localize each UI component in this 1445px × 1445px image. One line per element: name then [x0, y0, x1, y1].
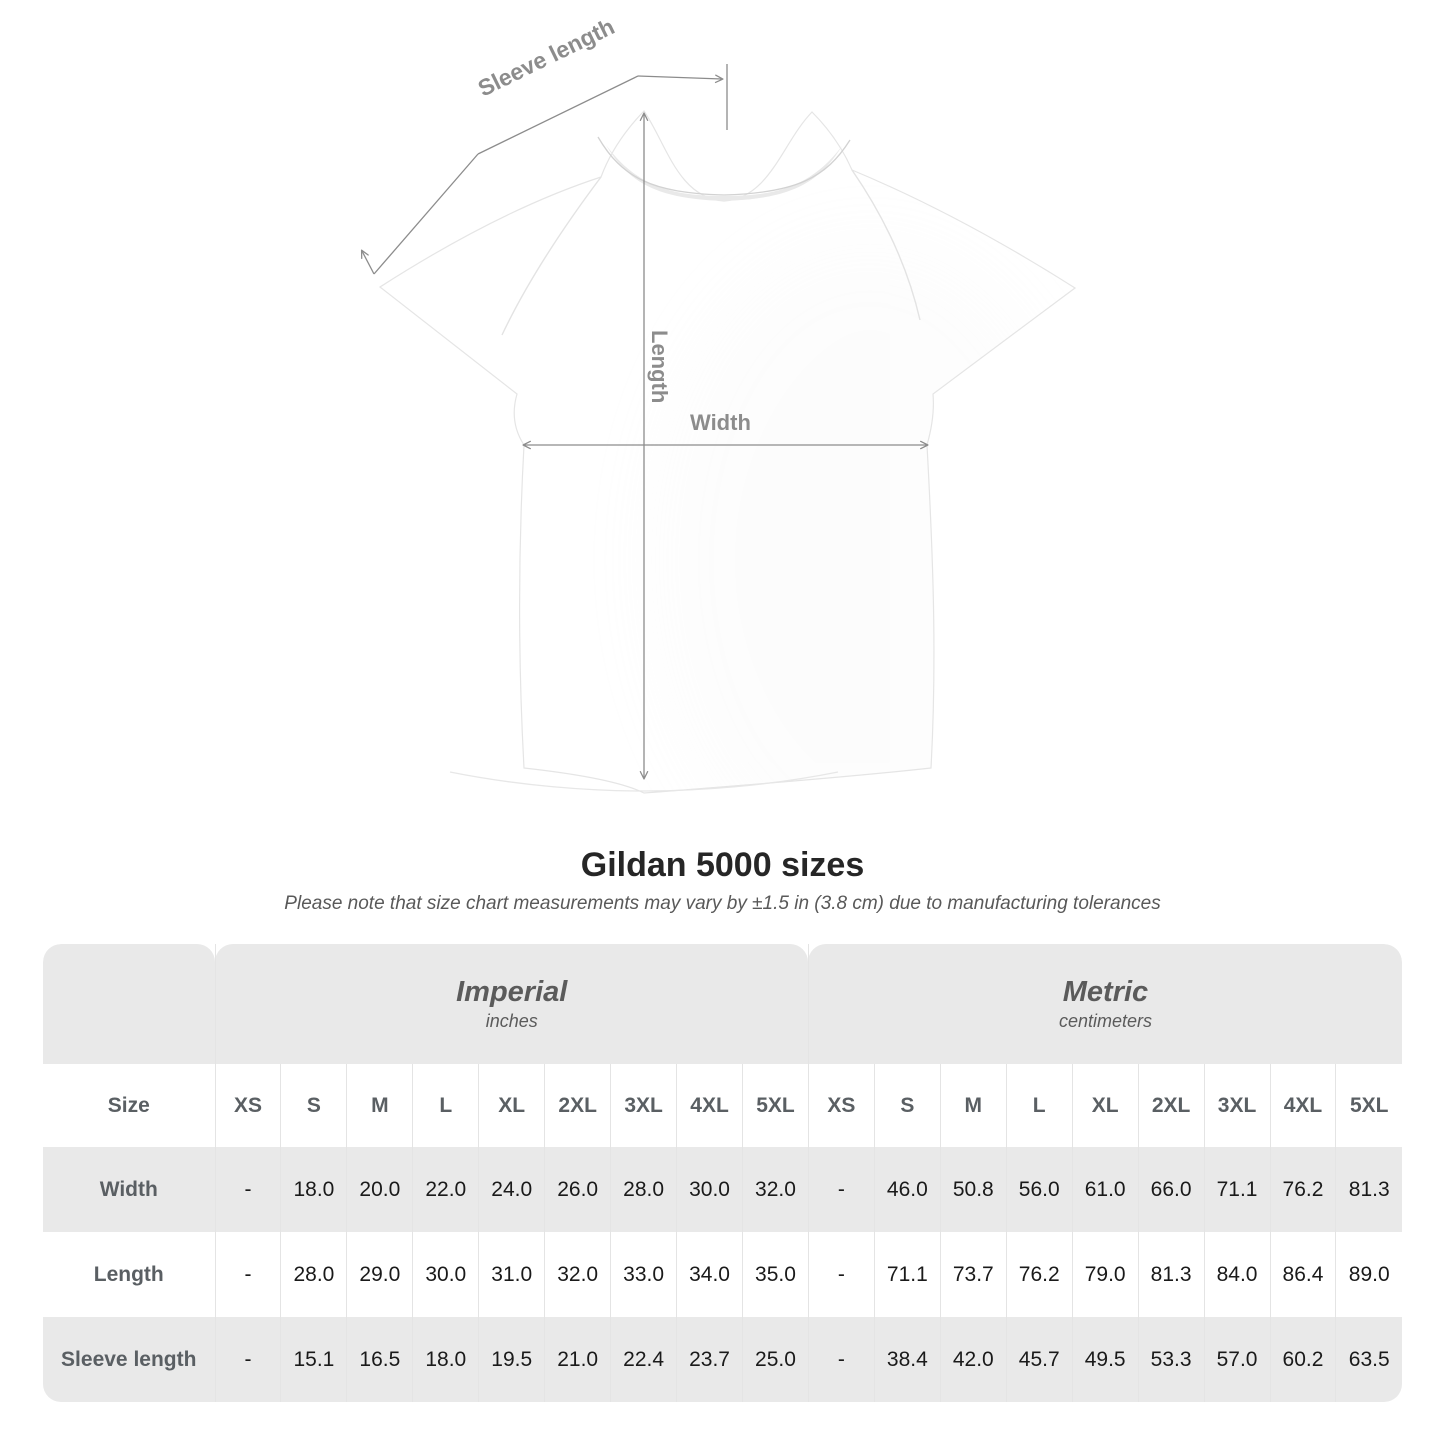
svg-text:Length: Length [647, 330, 672, 403]
svg-text:Sleeve length: Sleeve length [474, 13, 619, 101]
svg-text:Width: Width [690, 410, 751, 435]
